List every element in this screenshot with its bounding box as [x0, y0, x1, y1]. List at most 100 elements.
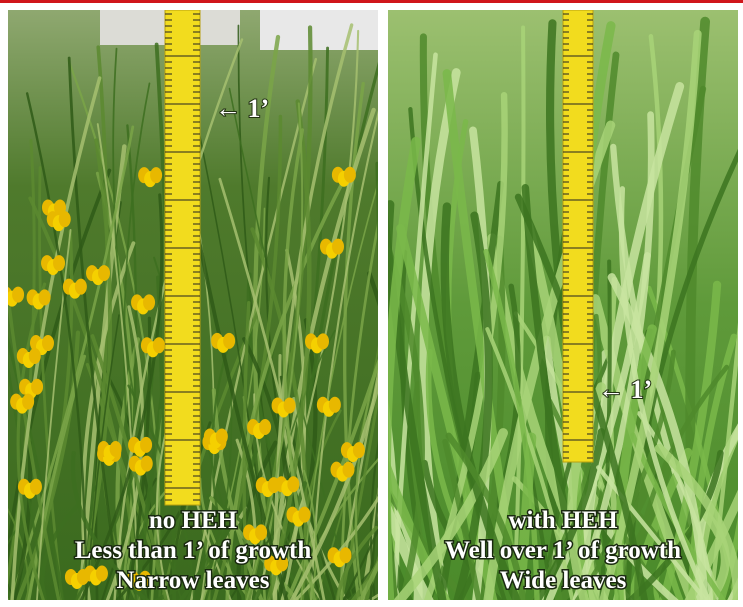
grass-blade	[280, 248, 307, 600]
grass-blade	[388, 211, 447, 600]
grass-blade	[438, 180, 504, 600]
grass-blade	[9, 125, 135, 600]
flower	[255, 524, 268, 541]
grass-blade	[485, 327, 575, 600]
grass-blade	[445, 432, 527, 600]
grass-blade	[738, 446, 743, 607]
grass-blade	[8, 283, 61, 600]
flower	[343, 166, 356, 183]
flower	[143, 294, 156, 311]
flower	[342, 461, 355, 478]
grass-blade	[419, 68, 461, 600]
flower	[328, 396, 341, 413]
caption-line: Well over 1’ of growth	[445, 537, 681, 564]
grass-blade	[388, 136, 421, 600]
top-stripe	[0, 0, 743, 3]
caption-line: with HEH	[508, 507, 618, 534]
caption-line: Narrow leaves	[117, 567, 270, 594]
grass-blade	[421, 459, 503, 600]
caption-line: no HEH	[149, 507, 238, 534]
flower	[28, 348, 41, 365]
grass-blade	[289, 376, 378, 600]
grass-blade	[375, 161, 378, 281]
annotation: ← 1’	[598, 375, 652, 404]
grass-blade	[350, 559, 378, 600]
grass-blade	[607, 273, 709, 600]
grass-blade	[8, 168, 112, 564]
grass-blade	[101, 477, 158, 600]
grass-blade	[310, 110, 378, 600]
grass-blade	[574, 349, 676, 600]
flower	[332, 238, 345, 255]
grass-blade	[8, 359, 47, 600]
left-photo	[8, 10, 378, 600]
flower	[76, 568, 89, 585]
grass-blade	[440, 202, 522, 600]
grass-blade	[618, 186, 711, 600]
flower	[95, 565, 108, 582]
grass-blade	[342, 527, 378, 600]
flower	[53, 255, 66, 272]
flower	[58, 211, 71, 228]
grass-blade	[697, 506, 730, 600]
grass-blade	[274, 318, 318, 600]
grass-blade	[285, 358, 378, 600]
grass-blade	[90, 334, 169, 600]
grass-blade	[67, 56, 123, 600]
flower	[298, 506, 311, 523]
grass-blade	[483, 248, 540, 600]
grass-blade	[242, 300, 251, 600]
grass-blade	[576, 82, 685, 600]
grass-blade	[364, 555, 378, 600]
grass-blade	[205, 379, 233, 600]
grass-blade	[113, 38, 244, 600]
flower	[22, 393, 35, 410]
grass-blade	[211, 345, 246, 600]
grass-blade	[15, 330, 81, 600]
grass-blade	[388, 534, 413, 600]
grass-blade	[354, 360, 378, 600]
flower	[287, 476, 300, 493]
grass-blade	[70, 450, 150, 600]
grass-blade	[245, 102, 304, 600]
grass-blade	[718, 516, 738, 600]
flower	[259, 418, 272, 435]
right-photo	[388, 10, 743, 607]
grass-blade	[273, 23, 354, 600]
grass-blade	[596, 465, 709, 600]
grass-blade	[282, 128, 317, 600]
caption-line: Wide leaves	[500, 567, 627, 594]
flower	[339, 547, 352, 564]
grass-blade	[396, 224, 498, 600]
flower	[53, 199, 66, 216]
flower	[352, 442, 365, 459]
flower	[41, 335, 54, 352]
grass-blade	[654, 443, 738, 600]
flower	[12, 286, 25, 303]
grass-blade	[300, 180, 378, 600]
grass-blade	[178, 429, 264, 600]
flower	[98, 265, 111, 282]
flower	[316, 333, 329, 350]
grass-blade	[613, 324, 657, 600]
grass-blade	[634, 364, 730, 600]
overlay: ← 1’ ← 1’ no HEH Less than 1’ of growth …	[73, 93, 682, 596]
grass-blade	[369, 440, 378, 600]
flower	[150, 167, 163, 184]
flower	[139, 570, 152, 587]
grass-blade	[442, 438, 482, 600]
flower	[31, 378, 44, 395]
flower	[152, 337, 165, 354]
grass-blade	[659, 280, 722, 600]
flower	[223, 332, 236, 349]
flower	[140, 436, 153, 453]
flower	[283, 397, 296, 414]
grass-blade	[388, 247, 425, 600]
grass-blade	[236, 440, 278, 600]
flower	[276, 555, 289, 572]
flower	[109, 440, 122, 457]
grass-blade	[626, 449, 724, 600]
caption-line: Less than 1’ of growth	[75, 537, 312, 564]
grass-blade	[8, 510, 32, 546]
